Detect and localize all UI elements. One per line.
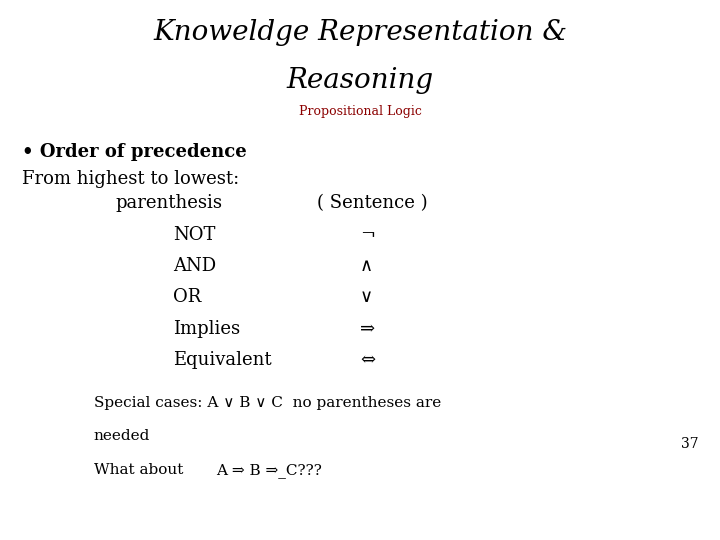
Text: From highest to lowest:: From highest to lowest: (22, 170, 239, 188)
Text: NOT: NOT (173, 226, 215, 244)
Text: ¬: ¬ (360, 226, 375, 244)
Text: Knoweldge Representation &: Knoweldge Representation & (153, 19, 567, 46)
Text: • Order of precedence: • Order of precedence (22, 143, 246, 161)
Text: parenthesis: parenthesis (115, 194, 222, 212)
Text: needed: needed (94, 429, 150, 443)
Text: ⇒: ⇒ (360, 320, 375, 338)
Text: Equivalent: Equivalent (173, 351, 271, 369)
Text: Propositional Logic: Propositional Logic (299, 105, 421, 118)
Text: AND: AND (173, 257, 216, 275)
Text: ( Sentence ): ( Sentence ) (317, 194, 428, 212)
Text: ∨: ∨ (360, 288, 373, 306)
Text: Special cases: A ∨ B ∨ C  no parentheses are: Special cases: A ∨ B ∨ C no parentheses … (94, 396, 441, 410)
Text: What about: What about (94, 463, 183, 477)
Text: ∧: ∧ (360, 257, 373, 275)
Text: 37: 37 (681, 437, 698, 451)
Text: ⇔: ⇔ (360, 351, 375, 369)
Text: Implies: Implies (173, 320, 240, 338)
Text: OR: OR (173, 288, 201, 306)
Text: A ⇒ B ⇒_C???: A ⇒ B ⇒_C??? (216, 463, 322, 478)
Text: Reasoning: Reasoning (287, 68, 433, 94)
